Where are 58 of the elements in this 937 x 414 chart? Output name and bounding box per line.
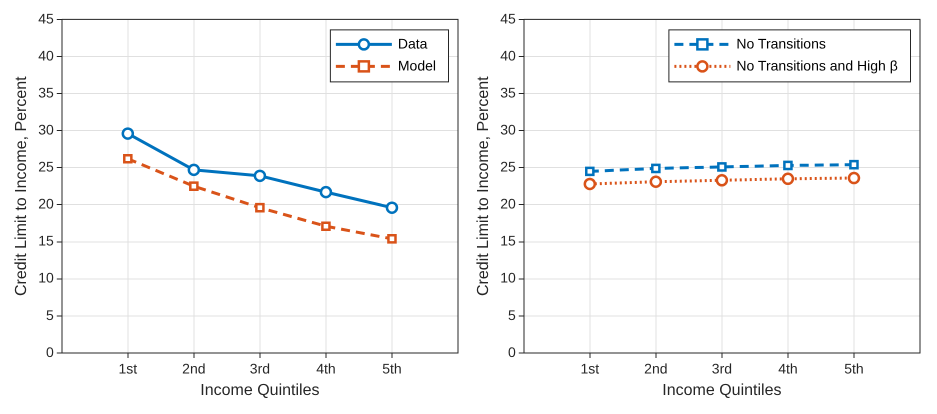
point [321,221,331,232]
legend-label: Model [398,57,436,74]
point [189,181,199,191]
y-tick-label: 30 [500,121,516,138]
y-tick-label: 35 [500,84,516,100]
point [650,176,662,188]
y-tick-label: 45 [38,10,54,26]
y-axis-title: Credit Limit to Income, Percent [13,76,30,296]
x-tick-label: 2nd [644,360,668,376]
x-tick-label: 1st [580,360,600,376]
y-tick-label: 0 [46,344,54,360]
y-tick-label: 40 [500,47,516,64]
y-tick-label: 20 [500,196,516,212]
x-tick-label: 4th [778,360,798,376]
y-tick-label: 25 [38,158,54,175]
point [254,170,266,182]
x-tick-label: 1st [118,360,138,376]
x-axis-title: Income Quintiles [200,382,320,399]
y-tick-label: 40 [38,47,54,64]
y-tick-label: 20 [38,196,54,212]
y-tick-label: 0 [508,344,516,360]
point [848,172,860,184]
x-tick-label: 3rd [712,360,732,376]
point [717,162,727,172]
y-tick-label: 35 [38,84,54,100]
x-tick-label: 2nd [182,360,206,376]
legend-label: No Transitions [736,35,826,52]
x-tick-label: 5th [844,360,864,376]
point [255,202,265,212]
y-axis-title: Credit Limit to Income, Percent [475,76,492,296]
y-tick-label: 15 [38,232,54,249]
y-tick-label: 15 [500,232,516,249]
point [783,160,793,170]
point [585,166,595,176]
x-tick-label: 5th [382,360,402,376]
y-tick-label: 10 [500,270,516,286]
point [123,154,133,164]
point [849,160,859,170]
y-tick-label: 30 [38,121,54,138]
point [584,178,596,190]
point [188,164,200,176]
legend-label: No Transitions and High β [736,57,898,74]
point [387,234,397,244]
point [716,174,728,187]
x-tick-label: 4th [316,360,336,376]
y-tick-label: 5 [46,306,54,323]
legend-label: Data [398,35,428,52]
x-axis-title: Income Quintiles [662,382,782,399]
point [122,127,134,140]
point [782,172,794,186]
point [651,164,661,174]
y-tick-label: 45 [500,10,516,26]
y-tick-label: 10 [38,270,54,286]
point [320,186,332,198]
y-tick-label: 5 [508,306,516,323]
y-tick-label: 25 [500,158,516,175]
point [386,201,398,214]
x-tick-label: 3rd [250,360,270,376]
